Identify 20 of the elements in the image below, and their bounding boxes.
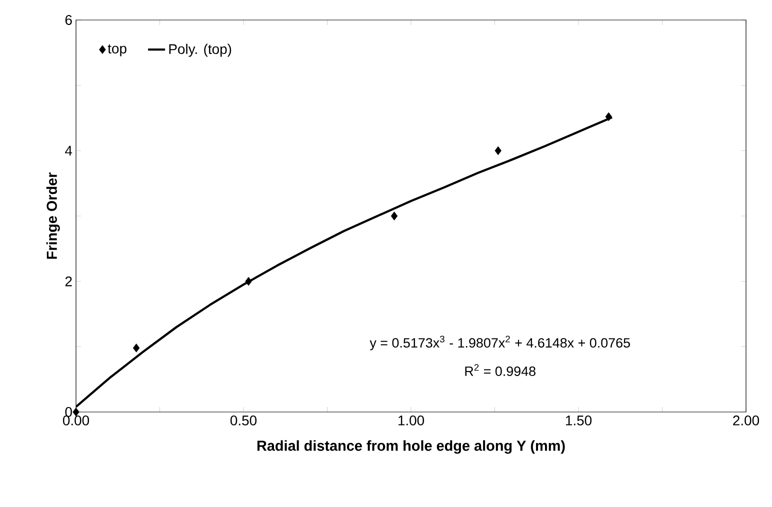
x-tick-label: 1.00 bbox=[398, 416, 424, 426]
y-axis-title: Fringe Order bbox=[46, 172, 60, 259]
x-tick-label: 0.50 bbox=[230, 416, 257, 426]
point bbox=[494, 146, 502, 156]
legend-label: Poly. (top) bbox=[169, 44, 232, 57]
point bbox=[390, 212, 398, 220]
x-tick-label: 1.50 bbox=[566, 416, 592, 426]
x-tick-label: 2.00 bbox=[733, 416, 760, 426]
y-tick-label: 2 bbox=[65, 276, 72, 286]
point bbox=[605, 112, 612, 122]
y-tick-label: 6 bbox=[65, 15, 72, 25]
y-tick-label: 4 bbox=[65, 146, 72, 156]
annotation: y = 0.5173x$^{3}$ - 1.9807x$^{2}$ + 4.6148x + 0.0765 bbox=[370, 336, 630, 350]
x-tick-label: 0.00 bbox=[62, 416, 90, 426]
legend-label: top bbox=[108, 44, 126, 56]
x-axis-title: Radial distance from hole edge along Y (mm) bbox=[257, 440, 565, 454]
annotation: R$^{2}$ = 0.9948 bbox=[465, 364, 536, 376]
point bbox=[132, 344, 140, 352]
point bbox=[245, 276, 252, 286]
y-tick-label: 0 bbox=[65, 407, 72, 417]
